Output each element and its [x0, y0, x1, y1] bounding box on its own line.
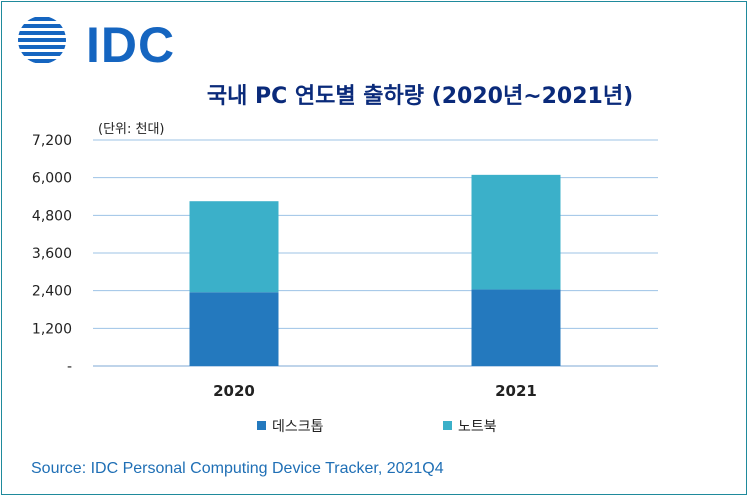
y-tick-label: 1,200: [32, 321, 72, 337]
bar-desktop-2020: [189, 292, 279, 366]
legend-item-desktop: 데스크톱: [257, 416, 324, 436]
y-tick-label: 3,600: [32, 246, 72, 262]
y-tick-label: 6,000: [32, 171, 72, 187]
unit-label: (단위: 천대): [98, 122, 165, 137]
y-tick-label: -: [67, 359, 72, 375]
legend-label-desktop: 데스크톱: [272, 419, 324, 435]
y-tick-label: 2,400: [32, 284, 72, 300]
x-tick-label: 2020: [213, 382, 255, 400]
legend-label-notebook: 노트북: [458, 419, 497, 435]
bar-notebook-2021: [471, 174, 561, 290]
legend-item-notebook: 노트북: [443, 416, 497, 436]
legend-swatch-notebook: [443, 421, 452, 430]
idc-logo: IDC: [16, 14, 186, 70]
legend-swatch-desktop: [257, 421, 266, 430]
globe-icon: [18, 17, 66, 63]
bar-notebook-2020: [189, 201, 279, 293]
x-tick-label: 2021: [495, 382, 537, 400]
y-tick-label: 4,800: [32, 208, 72, 224]
source-note: Source: IDC Personal Computing Device Tr…: [31, 460, 444, 477]
chart-title: 국내 PC 연도별 출하량 (2020년~2021년): [206, 84, 634, 109]
bar-desktop-2021: [471, 289, 561, 366]
logo-text: IDC: [86, 17, 176, 73]
y-tick-label: 7,200: [32, 133, 72, 149]
